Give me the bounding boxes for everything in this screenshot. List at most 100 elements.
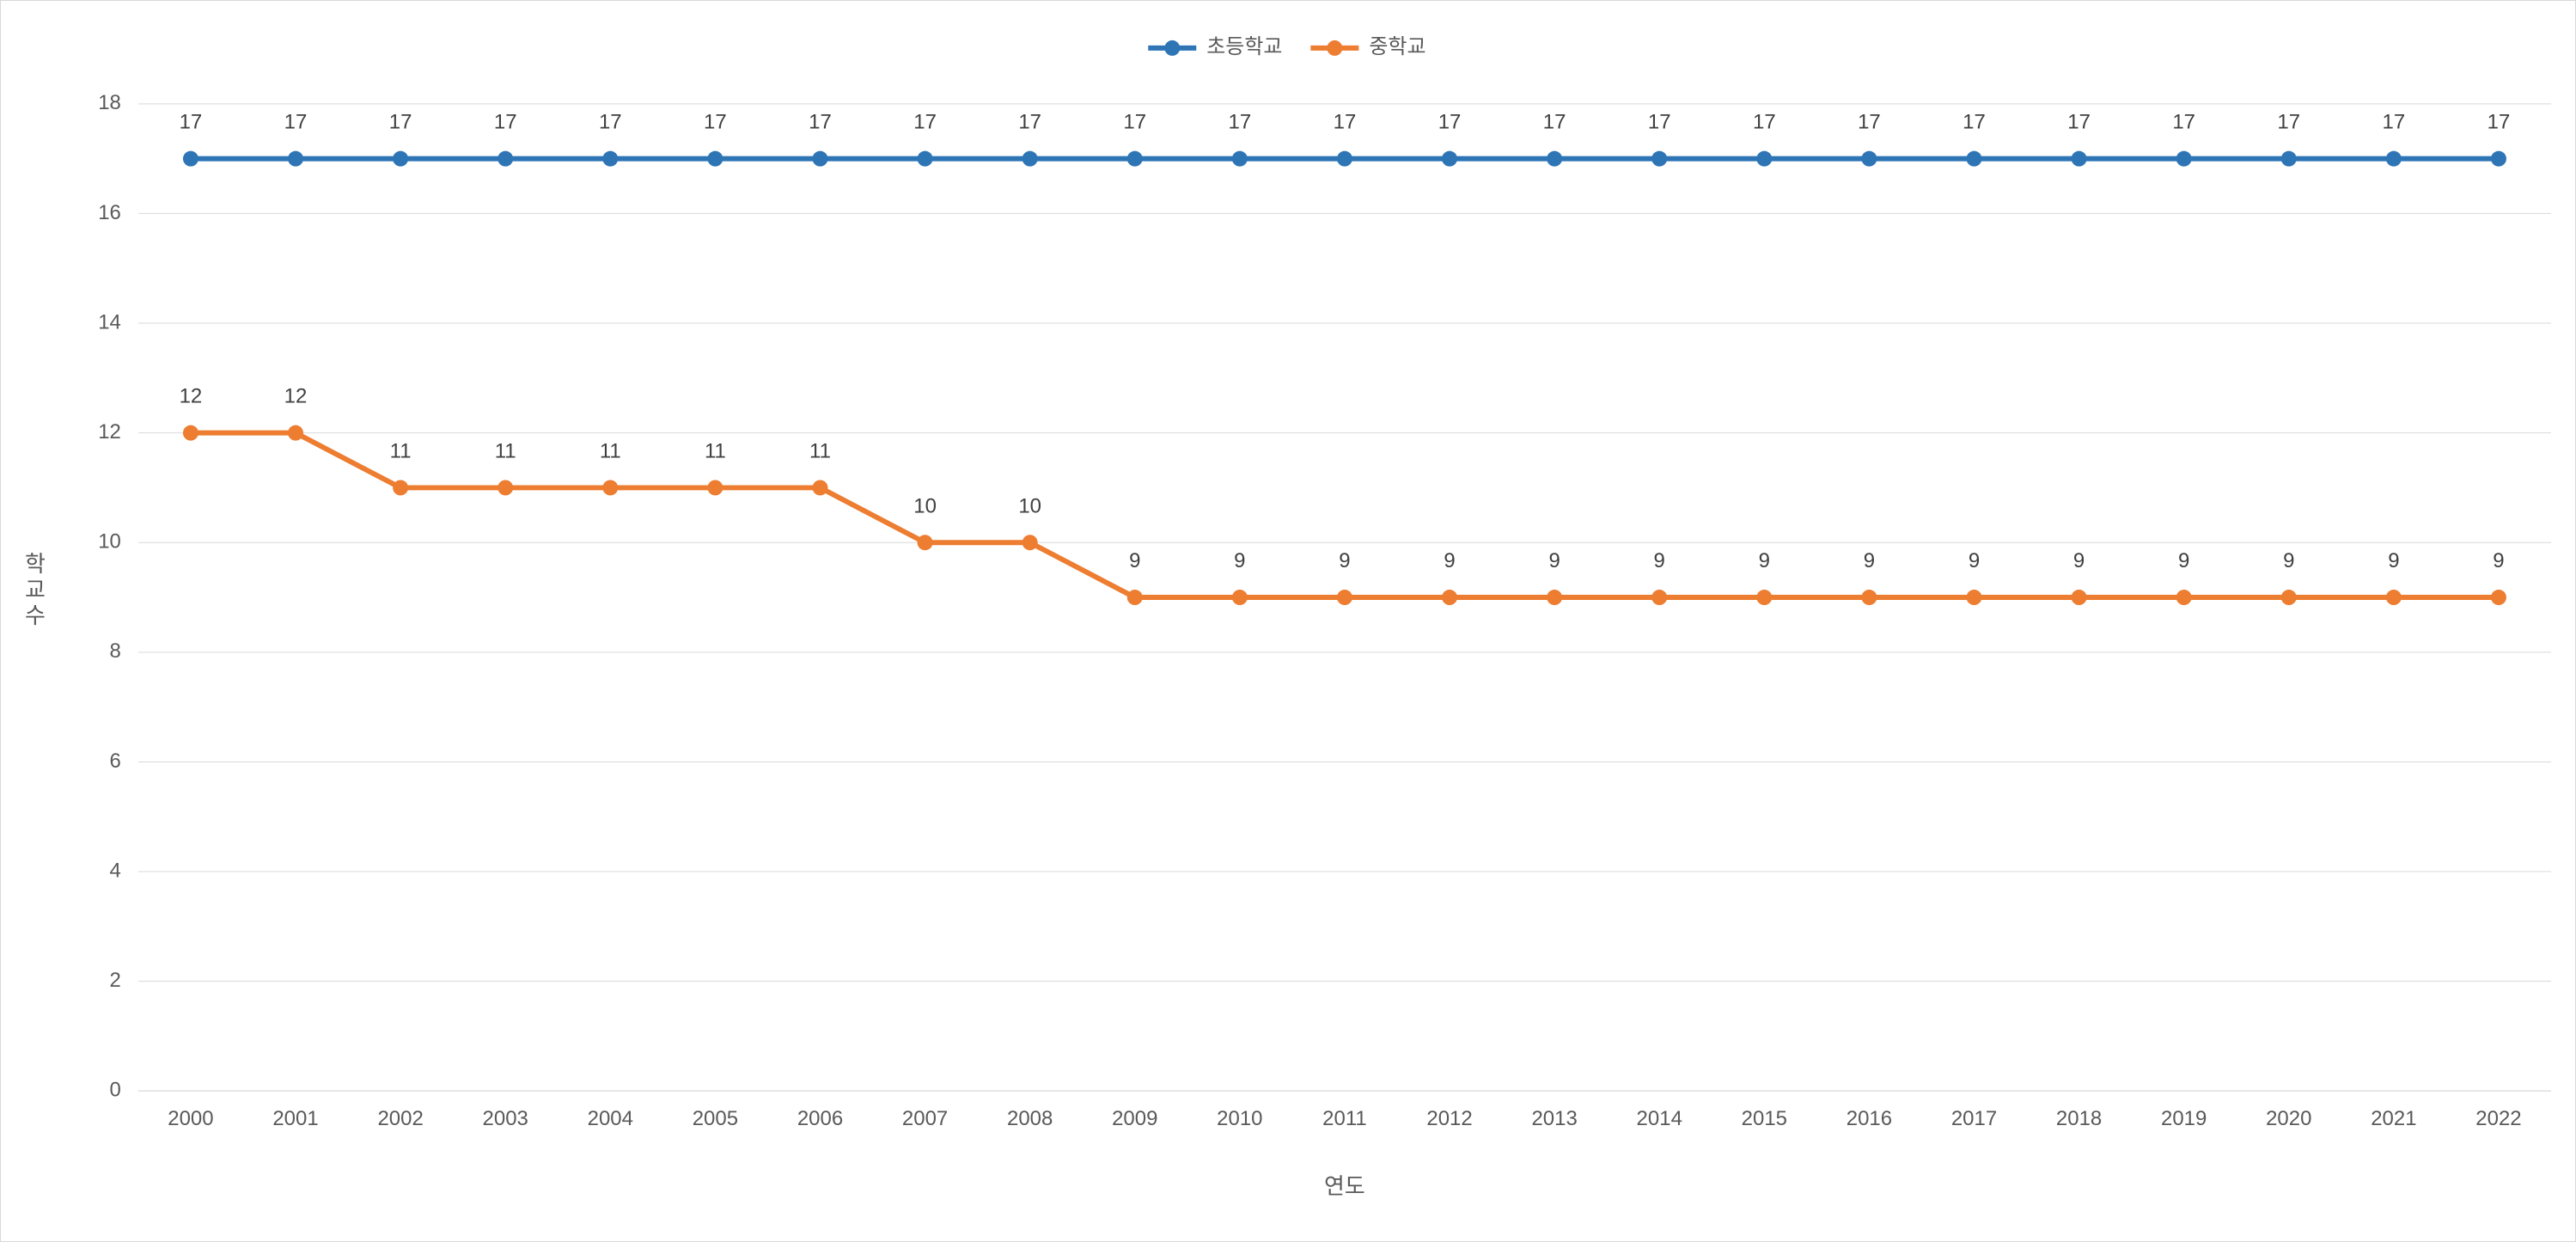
data-label: 17 xyxy=(1438,111,1462,134)
y-tick-label: 4 xyxy=(110,859,121,882)
x-tick-label: 2010 xyxy=(1217,1107,1262,1130)
x-tick-label: 2017 xyxy=(1951,1107,1997,1130)
x-axis-title: 연도 xyxy=(1324,1173,1365,1199)
legend-label: 중학교 xyxy=(1369,35,1425,58)
data-label: 17 xyxy=(599,111,622,134)
data-label: 11 xyxy=(390,439,412,462)
series-marker xyxy=(2491,151,2506,167)
data-label: 11 xyxy=(600,439,621,462)
x-tick-label: 2003 xyxy=(483,1107,528,1130)
data-label: 12 xyxy=(180,385,203,408)
data-label: 17 xyxy=(2383,111,2406,134)
series-marker xyxy=(497,480,513,495)
series-marker xyxy=(602,480,618,495)
x-tick-label: 2012 xyxy=(1426,1107,1472,1130)
series-marker xyxy=(497,151,513,167)
data-label: 17 xyxy=(1543,111,1566,134)
x-tick-label: 2022 xyxy=(2475,1107,2521,1130)
legend-marker xyxy=(1327,40,1342,56)
data-label: 17 xyxy=(809,111,832,134)
series-marker xyxy=(1127,590,1143,605)
x-tick-label: 2018 xyxy=(2056,1107,2102,1130)
x-tick-label: 2014 xyxy=(1637,1107,1682,1130)
series-marker xyxy=(1547,151,1562,167)
series-marker xyxy=(918,535,933,550)
x-tick-label: 2004 xyxy=(588,1107,633,1130)
series-marker xyxy=(1861,151,1877,167)
data-label: 17 xyxy=(1334,111,1357,134)
data-label: 9 xyxy=(2388,549,2399,572)
series-marker xyxy=(1651,151,1667,167)
data-label: 17 xyxy=(1229,111,1252,134)
data-label: 17 xyxy=(389,111,412,134)
x-tick-label: 2007 xyxy=(902,1107,948,1130)
y-tick-label: 10 xyxy=(98,530,121,554)
series-marker xyxy=(1022,535,1038,550)
series-marker xyxy=(1022,151,1038,167)
y-tick-label: 14 xyxy=(98,310,121,333)
data-label: 10 xyxy=(913,494,937,517)
data-label: 17 xyxy=(284,111,308,134)
series-marker xyxy=(2386,590,2402,605)
legend-marker xyxy=(1164,40,1180,56)
data-label: 17 xyxy=(1963,111,1986,134)
line-chart: 0246810121416182000200120022003200420052… xyxy=(1,1,2575,1241)
series-marker xyxy=(812,480,827,495)
series-marker xyxy=(2176,590,2192,605)
x-tick-label: 2008 xyxy=(1007,1107,1053,1130)
series-marker xyxy=(1232,590,1248,605)
series-marker xyxy=(1547,590,1562,605)
data-label: 9 xyxy=(1339,549,1350,572)
y-tick-label: 0 xyxy=(110,1079,121,1102)
x-tick-label: 2016 xyxy=(1847,1107,1892,1130)
x-tick-label: 2011 xyxy=(1322,1107,1367,1130)
data-label: 17 xyxy=(704,111,727,134)
data-label: 17 xyxy=(1018,111,1041,134)
data-label: 9 xyxy=(1129,549,1140,572)
y-axis-title: 학교수 xyxy=(25,551,46,628)
x-tick-label: 2002 xyxy=(377,1107,423,1130)
y-tick-label: 6 xyxy=(110,749,121,773)
y-tick-label: 8 xyxy=(110,639,121,663)
data-label: 17 xyxy=(2487,111,2511,134)
y-tick-label: 16 xyxy=(98,201,121,224)
series-marker xyxy=(2176,151,2192,167)
data-label: 11 xyxy=(705,439,726,462)
x-tick-label: 2019 xyxy=(2161,1107,2207,1130)
data-label: 17 xyxy=(494,111,517,134)
series-marker xyxy=(1861,590,1877,605)
series-marker xyxy=(2072,151,2087,167)
data-label: 17 xyxy=(1858,111,1881,134)
chart-container: 0246810121416182000200120022003200420052… xyxy=(0,0,2576,1242)
data-label: 17 xyxy=(2277,111,2300,134)
data-label: 9 xyxy=(1234,549,1245,572)
x-tick-label: 2020 xyxy=(2266,1107,2311,1130)
x-tick-label: 2013 xyxy=(1531,1107,1577,1130)
data-label: 11 xyxy=(809,439,831,462)
data-label: 9 xyxy=(2178,549,2189,572)
series-marker xyxy=(1756,590,1772,605)
series-marker xyxy=(2281,151,2297,167)
data-label: 17 xyxy=(1648,111,1671,134)
series-marker xyxy=(2386,151,2402,167)
data-label: 9 xyxy=(2283,549,2294,572)
data-label: 17 xyxy=(180,111,203,134)
series-marker xyxy=(1337,151,1352,167)
data-label: 9 xyxy=(2493,549,2504,572)
series-marker xyxy=(183,151,198,167)
data-label: 10 xyxy=(1018,494,1041,517)
data-label: 17 xyxy=(2172,111,2195,134)
series-marker xyxy=(707,151,723,167)
series-marker xyxy=(1651,590,1667,605)
data-label: 9 xyxy=(1654,549,1665,572)
series-marker xyxy=(2281,590,2297,605)
data-label: 17 xyxy=(913,111,937,134)
series-marker xyxy=(602,151,618,167)
data-label: 9 xyxy=(2073,549,2085,572)
series-marker xyxy=(918,151,933,167)
data-label: 9 xyxy=(1759,549,1770,572)
series-marker xyxy=(812,151,827,167)
series-marker xyxy=(393,480,408,495)
data-label: 17 xyxy=(1753,111,1776,134)
y-tick-label: 12 xyxy=(98,420,121,444)
